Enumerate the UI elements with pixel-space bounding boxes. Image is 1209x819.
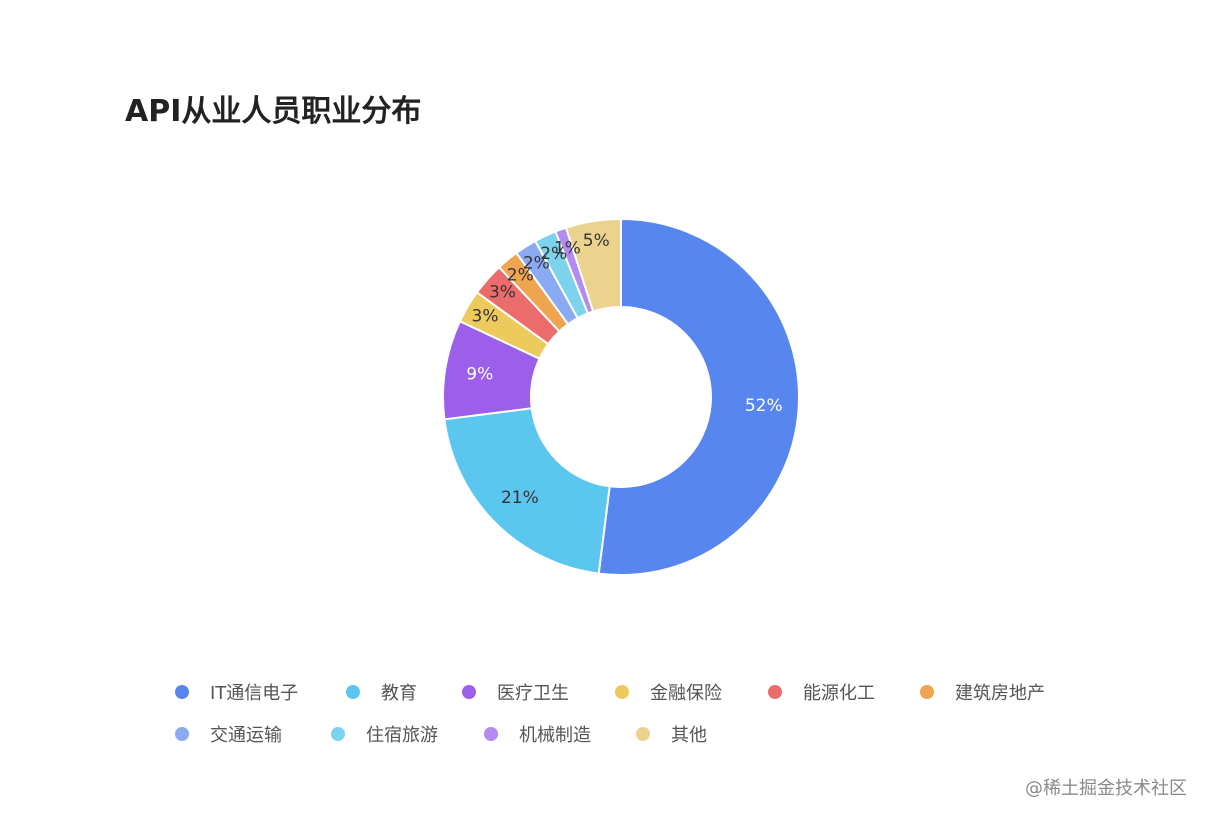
legend-item-能源化工[interactable]: 能源化工 <box>768 680 875 704</box>
legend-label: 教育 <box>381 683 417 704</box>
legend-label: 其他 <box>671 725 707 746</box>
legend-item-金融保险[interactable]: 金融保险 <box>615 680 722 704</box>
legend-label: 建筑房地产 <box>955 683 1045 704</box>
slice-label-交通运输: 2% <box>523 254 550 274</box>
legend-item-机械制造[interactable]: 机械制造 <box>484 722 591 746</box>
slice-label-能源化工: 3% <box>489 283 516 303</box>
legend-label: 机械制造 <box>519 725 591 746</box>
slice-label-医疗卫生: 9% <box>466 365 493 385</box>
legend-item-其他[interactable]: 其他 <box>636 722 707 746</box>
watermark: @稀土掘金技术社区 <box>1025 778 1187 799</box>
legend-swatch-icon <box>175 727 189 741</box>
slice-其他 <box>564 217 622 313</box>
donut-slices <box>442 217 800 576</box>
legend-item-教育[interactable]: 教育 <box>346 680 417 704</box>
legend-item-医疗卫生[interactable]: 医疗卫生 <box>462 680 569 704</box>
legend-swatch-icon <box>768 685 782 699</box>
legend-label: 能源化工 <box>803 683 875 704</box>
slice-label-建筑房地产: 2% <box>507 265 534 285</box>
legend-label: 医疗卫生 <box>497 683 569 704</box>
chart-title: API从业人员职业分布 <box>125 94 422 129</box>
legend-item-住宿旅游[interactable]: 住宿旅游 <box>331 722 438 746</box>
legend-item-建筑房地产[interactable]: 建筑房地产 <box>920 680 1045 704</box>
slice-label-其他: 5% <box>583 231 610 251</box>
legend-label: IT通信电子 <box>210 683 299 704</box>
legend-swatch-icon <box>462 685 476 699</box>
legend-swatch-icon <box>615 685 629 699</box>
legend-item-IT通信电子[interactable]: IT通信电子 <box>175 680 298 704</box>
legend-swatch-icon <box>484 727 498 741</box>
donut-slice-labels: 52%21%9%3%3%2%2%2%1% 5% <box>466 231 782 508</box>
legend-label: 交通运输 <box>210 725 282 746</box>
slice-label-住宿旅游: 2% <box>540 244 567 264</box>
legend-swatch-icon <box>920 685 934 699</box>
legend-item-交通运输[interactable]: 交通运输 <box>175 722 282 746</box>
legend-swatch-icon <box>175 685 189 699</box>
slice-label-教育: 21% <box>501 488 539 508</box>
slice-IT通信电子 <box>597 217 800 576</box>
legend-label: 住宿旅游 <box>366 725 438 746</box>
slice-label-金融保险: 3% <box>472 307 499 327</box>
slice-label-IT通信电子: 52% <box>745 396 783 416</box>
slice-label-机械制造: 1% <box>554 238 581 258</box>
legend-swatch-icon <box>636 727 650 741</box>
legend-label: 金融保险 <box>650 683 722 704</box>
legend-swatch-icon <box>346 685 360 699</box>
legend-swatch-icon <box>331 727 345 741</box>
slice-教育 <box>443 407 611 575</box>
